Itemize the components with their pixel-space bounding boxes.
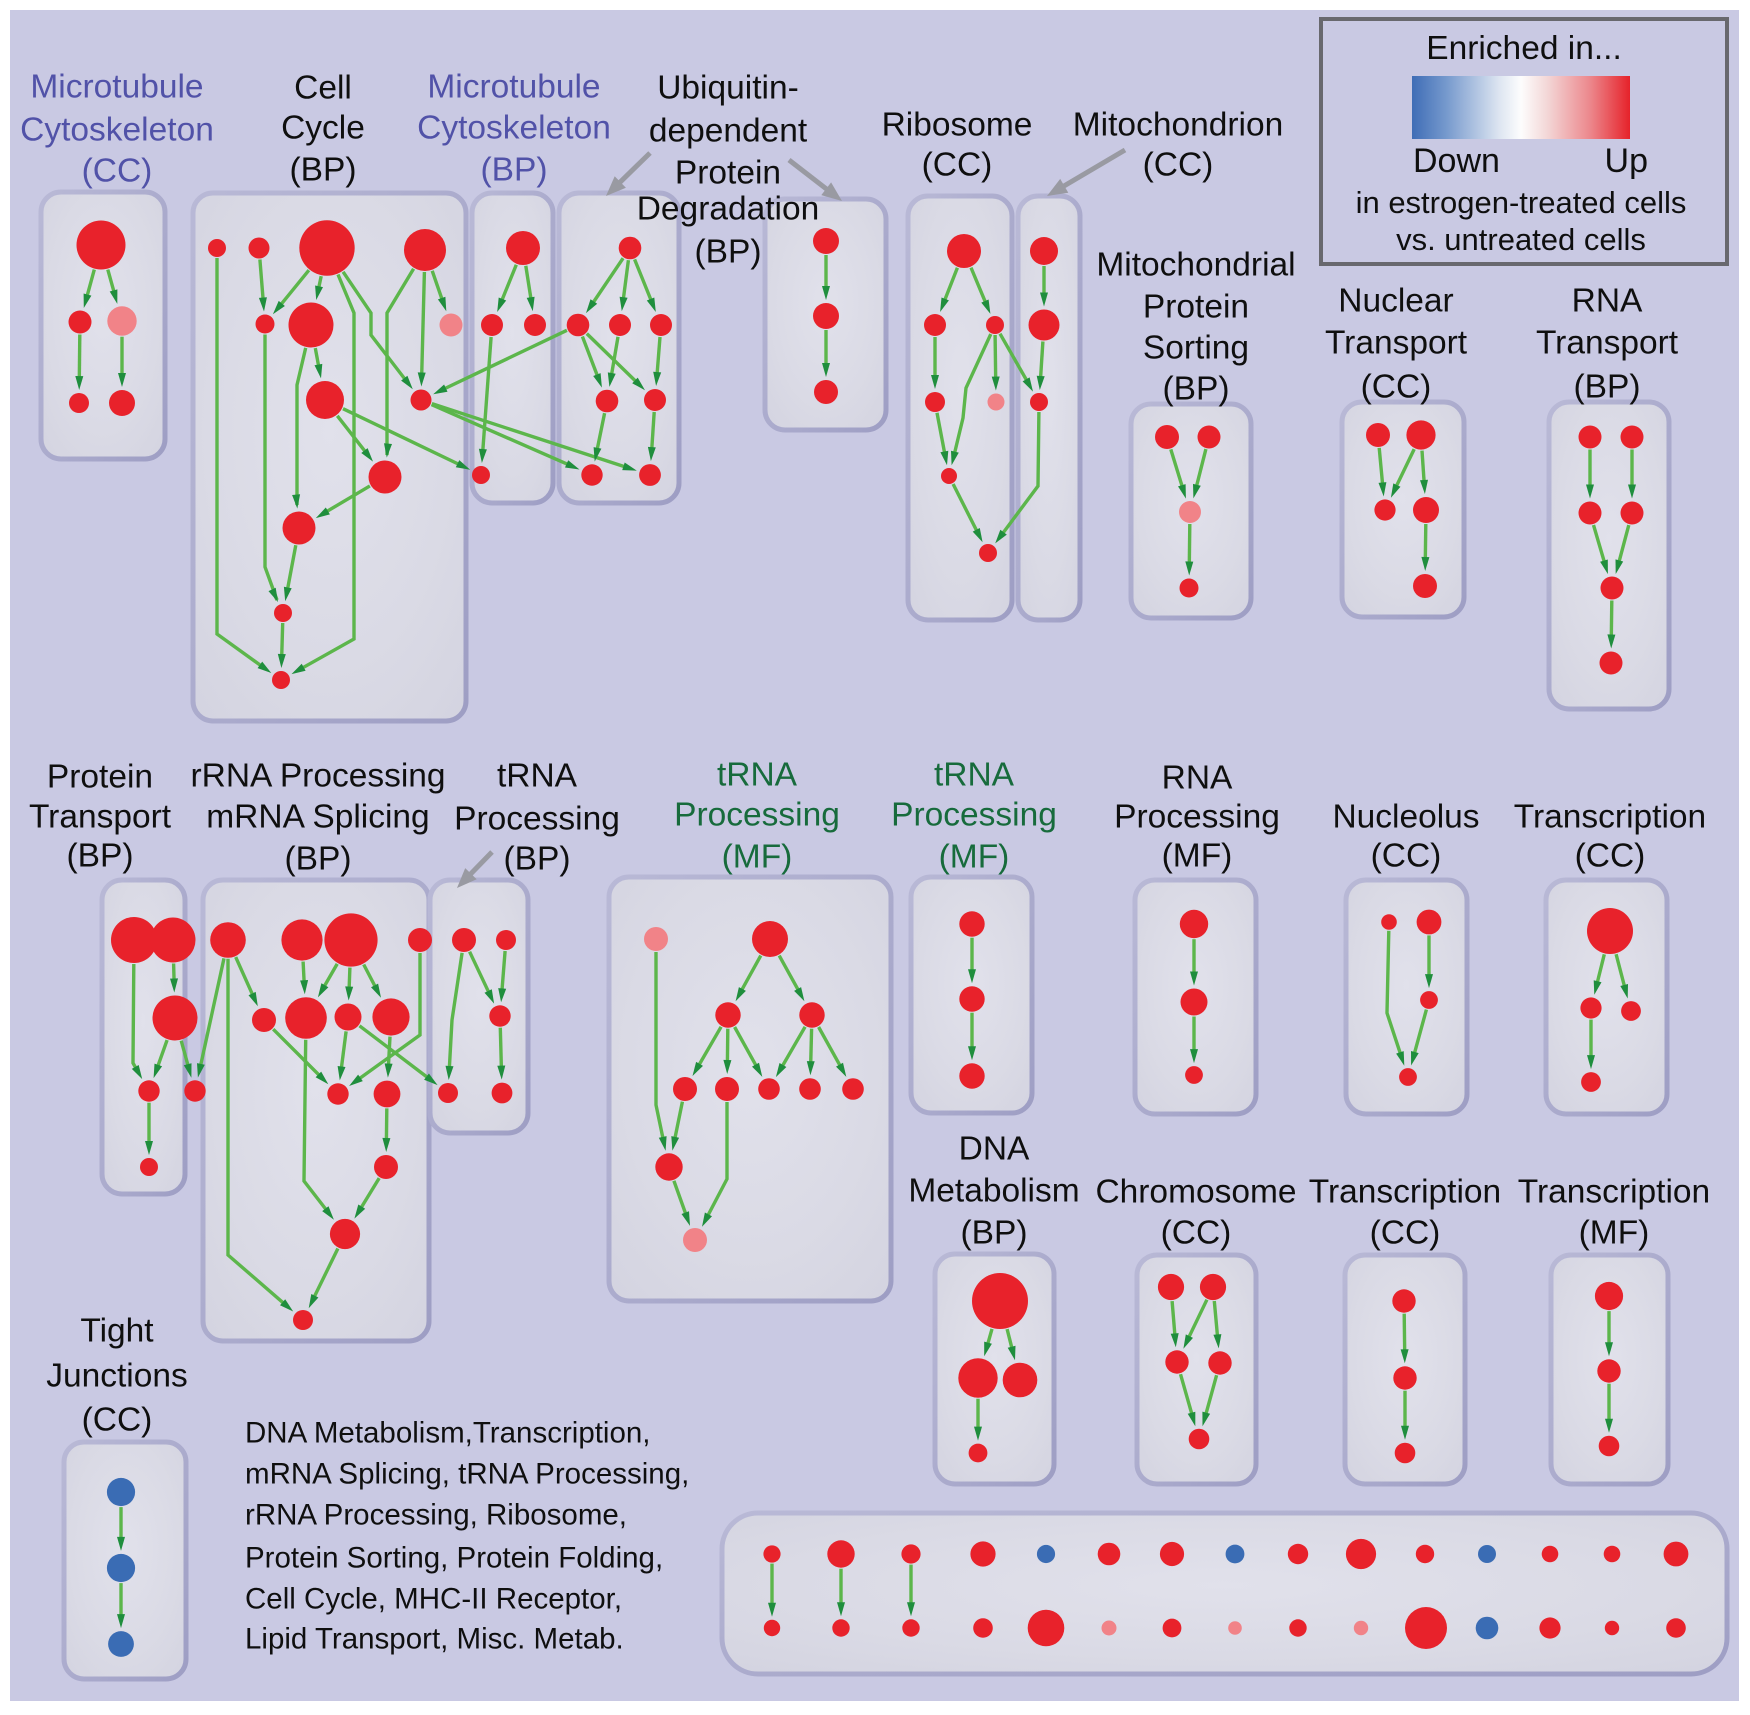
svg-text:mRNA Splicing, tRNA Processing: mRNA Splicing, tRNA Processing, — [245, 1457, 689, 1490]
svg-text:Cell Cycle, MHC-II Receptor,: Cell Cycle, MHC-II Receptor, — [245, 1582, 622, 1615]
svg-text:Down: Down — [1413, 142, 1500, 180]
svg-text:(MF): (MF) — [939, 839, 1010, 876]
svg-text:Protein Sorting, Protein Foldi: Protein Sorting, Protein Folding, — [245, 1541, 663, 1574]
svg-text:Ubiquitin-: Ubiquitin- — [657, 70, 799, 107]
svg-text:Degradation: Degradation — [637, 191, 820, 228]
svg-text:Cell: Cell — [294, 70, 352, 107]
svg-text:(BP): (BP) — [67, 838, 134, 875]
svg-text:(BP): (BP) — [1574, 369, 1641, 406]
svg-text:(BP): (BP) — [285, 841, 352, 878]
svg-text:Cytoskeleton: Cytoskeleton — [20, 112, 214, 149]
svg-text:(BP): (BP) — [290, 152, 357, 189]
svg-text:(BP): (BP) — [961, 1215, 1028, 1252]
svg-text:(CC): (CC) — [82, 1402, 153, 1439]
svg-text:(MF): (MF) — [1579, 1215, 1650, 1252]
svg-text:DNA: DNA — [959, 1131, 1030, 1168]
svg-text:Microtubule: Microtubule — [30, 69, 203, 106]
svg-text:Transport: Transport — [1325, 325, 1468, 362]
svg-text:(BP): (BP) — [695, 234, 762, 271]
svg-text:(BP): (BP) — [481, 152, 548, 189]
svg-text:Nuclear: Nuclear — [1338, 283, 1453, 320]
svg-text:(CC): (CC) — [1575, 838, 1646, 875]
svg-text:DNA Metabolism,Transcription,: DNA Metabolism,Transcription, — [245, 1416, 650, 1449]
svg-text:(CC): (CC) — [1361, 369, 1432, 406]
svg-text:mRNA Splicing: mRNA Splicing — [206, 799, 429, 836]
svg-text:Processing: Processing — [891, 797, 1057, 834]
svg-text:in estrogen-treated cells: in estrogen-treated cells — [1356, 185, 1687, 220]
svg-text:(CC): (CC) — [1161, 1215, 1232, 1252]
svg-text:Protein: Protein — [1143, 289, 1249, 326]
svg-text:RNA: RNA — [1162, 760, 1233, 797]
svg-text:Mitochondrial: Mitochondrial — [1096, 247, 1295, 284]
svg-text:Nucleolus: Nucleolus — [1332, 799, 1479, 836]
svg-text:Transport: Transport — [29, 799, 172, 836]
svg-text:tRNA: tRNA — [497, 758, 578, 795]
svg-text:vs. untreated cells: vs. untreated cells — [1396, 222, 1646, 257]
svg-text:Ribosome: Ribosome — [882, 107, 1033, 144]
svg-text:Transcription: Transcription — [1309, 1174, 1501, 1211]
svg-text:Sorting: Sorting — [1143, 330, 1249, 367]
svg-text:(CC): (CC) — [1370, 1215, 1441, 1252]
svg-text:Tight: Tight — [80, 1313, 154, 1350]
svg-text:(CC): (CC) — [1143, 147, 1214, 184]
svg-text:Transport: Transport — [1536, 325, 1679, 362]
svg-text:Lipid Transport, Misc. Metab.: Lipid Transport, Misc. Metab. — [245, 1622, 624, 1655]
svg-text:Mitochondrion: Mitochondrion — [1073, 107, 1283, 144]
svg-text:Cytoskeleton: Cytoskeleton — [417, 110, 611, 147]
svg-text:rRNA Processing: rRNA Processing — [190, 758, 445, 795]
svg-text:Protein: Protein — [675, 155, 781, 192]
svg-text:tRNA: tRNA — [717, 757, 798, 794]
svg-text:Metabolism: Metabolism — [908, 1173, 1079, 1210]
svg-text:Cycle: Cycle — [281, 110, 365, 147]
svg-text:(MF): (MF) — [722, 839, 793, 876]
svg-text:RNA: RNA — [1572, 283, 1643, 320]
svg-text:(MF): (MF) — [1162, 838, 1233, 875]
svg-text:Microtubule: Microtubule — [427, 69, 600, 106]
svg-text:(CC): (CC) — [922, 147, 993, 184]
svg-text:tRNA: tRNA — [934, 757, 1015, 794]
svg-text:(BP): (BP) — [1163, 371, 1230, 408]
svg-text:Chromosome: Chromosome — [1095, 1174, 1296, 1211]
svg-text:Enriched in...: Enriched in... — [1426, 30, 1622, 67]
svg-text:Processing: Processing — [454, 801, 620, 838]
svg-text:Processing: Processing — [1114, 799, 1280, 836]
svg-text:dependent: dependent — [649, 113, 808, 150]
svg-text:rRNA Processing, Ribosome,: rRNA Processing, Ribosome, — [245, 1498, 627, 1531]
svg-text:Up: Up — [1605, 142, 1648, 180]
svg-text:(CC): (CC) — [1371, 838, 1442, 875]
svg-text:Transcription: Transcription — [1514, 799, 1706, 836]
svg-text:(BP): (BP) — [504, 841, 571, 878]
svg-text:Transcription: Transcription — [1518, 1174, 1710, 1211]
svg-text:Protein: Protein — [47, 759, 153, 796]
svg-text:(CC): (CC) — [82, 153, 153, 190]
svg-text:Junctions: Junctions — [46, 1358, 188, 1395]
svg-text:Processing: Processing — [674, 797, 840, 834]
